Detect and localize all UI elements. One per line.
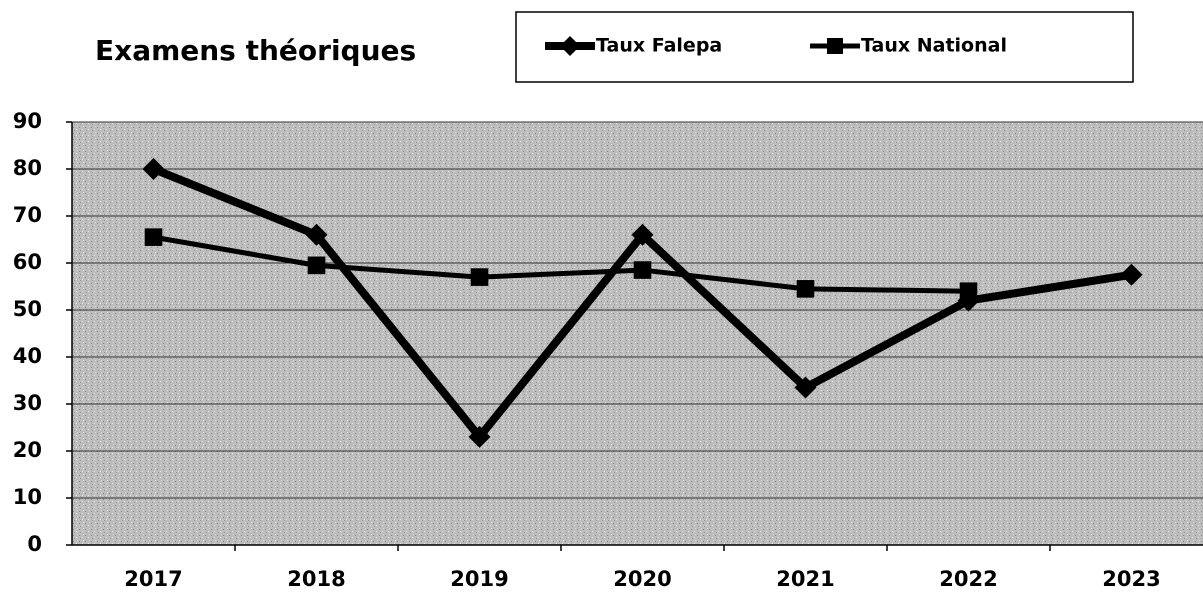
x-tick-label: 2020	[613, 567, 671, 591]
data-point	[470, 268, 489, 286]
y-tick-label: 70	[13, 203, 42, 227]
x-tick-label: 2022	[939, 567, 997, 591]
legend-label: Taux National	[861, 35, 1007, 57]
data-point	[144, 228, 163, 246]
y-tick-label: 90	[13, 109, 42, 133]
y-tick-label: 10	[13, 485, 42, 509]
series-line	[153, 234, 969, 294]
y-tick-label: 20	[13, 438, 42, 462]
x-tick-label: 2018	[287, 567, 345, 591]
data-point	[1120, 263, 1143, 286]
y-tick-label: 60	[13, 250, 42, 274]
y-tick-label: 40	[13, 344, 42, 368]
data-point	[794, 376, 817, 399]
data-point	[633, 261, 652, 279]
data-point	[305, 223, 328, 246]
x-tick-label: 2019	[450, 567, 508, 591]
y-tick-label: 80	[13, 156, 42, 180]
y-tick-label: 50	[13, 297, 42, 321]
y-tick-label: 0	[27, 532, 42, 556]
x-tick-label: 2023	[1102, 567, 1160, 591]
y-tick-label: 30	[13, 391, 42, 415]
data-point	[959, 282, 978, 300]
legend-marker	[560, 36, 580, 56]
chart-title: Examens théoriques	[95, 34, 416, 67]
x-tick-label: 2017	[124, 567, 182, 591]
legend-label: Taux Falepa	[596, 35, 722, 57]
legend-marker	[827, 38, 843, 54]
data-point	[631, 223, 654, 246]
data-point	[142, 158, 165, 180]
data-point	[468, 425, 491, 448]
data-point	[307, 256, 326, 275]
data-point	[796, 280, 815, 298]
plot-area	[72, 122, 1203, 545]
x-tick-label: 2021	[776, 567, 834, 591]
